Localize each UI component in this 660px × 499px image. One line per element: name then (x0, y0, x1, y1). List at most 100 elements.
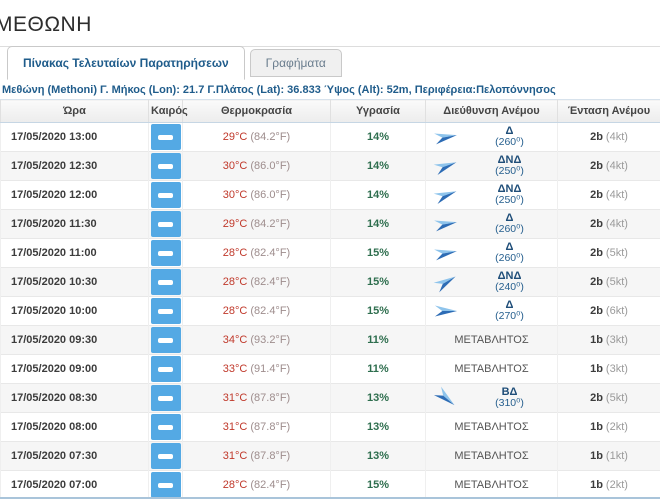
wind-beaufort: 2b (590, 305, 603, 317)
table-row: 17/05/2020 13:00 29°C (84.2°F) 14% Δ (0, 122, 660, 152)
wind-knots: (2kt) (605, 421, 628, 433)
observation-time: 17/05/2020 11:00 (0, 238, 149, 268)
wind-beaufort: 2b (590, 392, 603, 404)
temperature-cell: 31°C (87.8°F) (182, 383, 331, 413)
temperature-cell: 28°C (82.4°F) (182, 238, 331, 268)
humidity-cell: 15% (330, 470, 426, 499)
temperature-fahrenheit: (86.0°F) (250, 160, 291, 172)
weather-icon (150, 414, 181, 440)
wind-intensity-cell: 2b (4kt) (557, 209, 660, 239)
table-bottom-border (0, 497, 660, 499)
observations-table: Ώρα Καιρός Θερμοκρασία Υγρασία Διεύθυνση… (0, 99, 660, 499)
wind-direction-cell: ΔΝΔ (240⁰) (425, 267, 558, 297)
wind-direction-label: ΜΕΤΑΒΛΗΤΟΣ (454, 333, 529, 346)
humidity-cell: 11% (330, 354, 426, 384)
wind-direction-label: Δ (505, 240, 514, 253)
humidity-value: 15% (366, 479, 390, 491)
weather-cell (148, 122, 183, 152)
observation-time: 17/05/2020 07:00 (0, 470, 149, 499)
humidity-value: 13% (366, 392, 390, 404)
wind-direction-label: ΜΕΤΑΒΛΗΤΟΣ (454, 449, 529, 462)
temperature-celsius: 28°C (222, 276, 248, 288)
wind-knots: (4kt) (605, 160, 628, 172)
temperature-cell: 28°C (82.4°F) (182, 267, 331, 297)
header-humidity: Υγρασία (330, 99, 426, 123)
wind-beaufort: 1b (590, 421, 603, 433)
temperature-cell: 28°C (82.4°F) (182, 470, 331, 499)
temperature-celsius: 31°C (222, 421, 248, 433)
wind-beaufort: 2b (590, 276, 603, 288)
observation-time: 17/05/2020 13:00 (0, 122, 149, 152)
table-row: 17/05/2020 10:00 28°C (82.4°F) 15% Δ (0, 296, 660, 326)
wind-direction-cell: ΒΔ (310⁰) (425, 383, 558, 413)
wind-beaufort: 1b (590, 479, 603, 491)
observation-time: 17/05/2020 09:00 (0, 354, 149, 384)
table-row: 17/05/2020 10:30 28°C (82.4°F) 15% ΔΝΔ (0, 267, 660, 297)
temperature-celsius: 29°C (222, 131, 248, 143)
wind-direction-degrees: (250⁰) (495, 194, 524, 207)
weather-cell (148, 151, 183, 181)
temperature-cell: 30°C (86.0°F) (182, 151, 331, 181)
weather-cell (148, 441, 183, 471)
weather-cell (148, 209, 183, 239)
dash-icon (158, 279, 173, 285)
wind-direction-degrees: (260⁰) (495, 223, 524, 236)
temperature-celsius: 28°C (222, 305, 248, 317)
wind-intensity-cell: 2b (5kt) (557, 383, 660, 413)
tab-charts-label: Γραφήματα (265, 56, 326, 70)
humidity-cell: 14% (330, 180, 426, 210)
weather-icon (150, 443, 181, 469)
temperature-cell: 31°C (87.8°F) (182, 441, 331, 471)
observation-time: 17/05/2020 10:30 (0, 267, 149, 297)
dash-icon (158, 163, 173, 169)
observation-time: 17/05/2020 12:30 (0, 151, 149, 181)
observation-time: 17/05/2020 10:00 (0, 296, 149, 326)
wind-arrow-icon (433, 276, 456, 293)
temperature-fahrenheit: (82.4°F) (250, 305, 291, 317)
temperature-fahrenheit: (86.0°F) (250, 189, 291, 201)
humidity-value: 15% (366, 276, 390, 288)
temperature-celsius: 31°C (222, 450, 248, 462)
station-info: Μεθώνη (Methoni) Γ. Μήκος (Lon): 21.7 Γ.… (2, 84, 556, 96)
header-time: Ώρα (0, 99, 149, 123)
temperature-cell: 29°C (84.2°F) (182, 122, 331, 152)
wind-knots: (6kt) (605, 305, 628, 317)
tab-latest-observations[interactable]: Πίνακας Τελευταίων Παρατηρήσεων (7, 46, 245, 80)
weather-cell (148, 180, 183, 210)
humidity-cell: 13% (330, 441, 426, 471)
wind-intensity-cell: 2b (4kt) (557, 180, 660, 210)
humidity-value: 14% (366, 218, 390, 230)
wind-direction-cell: Δ (270⁰) (425, 296, 558, 326)
wind-direction-degrees: (260⁰) (495, 252, 524, 265)
table-row: 17/05/2020 11:00 28°C (82.4°F) 15% Δ (0, 238, 660, 268)
temperature-fahrenheit: (84.2°F) (250, 218, 291, 230)
wind-direction-cell: ΜΕΤΑΒΛΗΤΟΣ (425, 470, 558, 499)
header-wind-direction: Διεύθυνση Ανέμου (425, 99, 558, 123)
observation-time: 17/05/2020 07:30 (0, 441, 149, 471)
wind-direction-cell: Δ (260⁰) (425, 122, 558, 152)
weather-icon (150, 327, 181, 353)
dash-icon (158, 337, 173, 343)
weather-icon (150, 211, 181, 237)
dash-icon (158, 250, 173, 256)
wind-beaufort: 2b (590, 160, 603, 172)
wind-direction-degrees: (250⁰) (495, 165, 524, 178)
wind-knots: (5kt) (605, 276, 628, 288)
table-row: 17/05/2020 08:00 31°C (87.8°F) 13% ΜΕΤΑ (0, 412, 660, 442)
wind-knots: (3kt) (605, 363, 628, 375)
humidity-cell: 13% (330, 383, 426, 413)
wind-direction-degrees: (270⁰) (495, 310, 524, 323)
wind-intensity-cell: 1b (1kt) (557, 441, 660, 471)
table-row: 17/05/2020 12:30 30°C (86.0°F) 14% ΔΝΔ (0, 151, 660, 181)
wind-direction-label: ΜΕΤΑΒΛΗΤΟΣ (454, 362, 529, 375)
weather-icon (150, 298, 181, 324)
wind-direction-cell: ΔΝΔ (250⁰) (425, 151, 558, 181)
wind-arrow-icon (433, 191, 457, 204)
humidity-value: 11% (367, 363, 389, 375)
table-row: 17/05/2020 09:30 34°C (93.2°F) 11% ΜΕΤΑ (0, 325, 660, 355)
dash-icon (158, 482, 173, 488)
weather-cell (148, 238, 183, 268)
humidity-cell: 11% (330, 325, 426, 355)
tab-charts[interactable]: Γραφήματα (249, 49, 342, 77)
